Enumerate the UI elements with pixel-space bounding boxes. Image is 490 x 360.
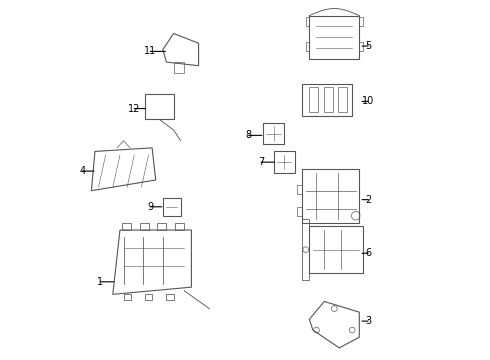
Bar: [306, 42, 309, 51]
Text: 5: 5: [365, 41, 371, 51]
Bar: [306, 18, 309, 26]
Bar: [175, 223, 184, 230]
Bar: [167, 294, 173, 300]
Bar: [140, 223, 148, 230]
Bar: [123, 294, 131, 300]
Bar: [323, 87, 333, 112]
Bar: [145, 294, 152, 300]
Bar: [309, 16, 359, 59]
Text: 2: 2: [365, 195, 371, 204]
Text: 8: 8: [245, 130, 252, 140]
Text: 9: 9: [147, 202, 153, 212]
Text: 6: 6: [365, 248, 371, 258]
Bar: [302, 169, 359, 223]
Bar: [338, 87, 347, 112]
Bar: [309, 87, 318, 112]
Bar: [157, 223, 167, 230]
Text: 3: 3: [365, 316, 371, 326]
Bar: [302, 84, 352, 116]
Bar: [297, 185, 302, 194]
Text: 12: 12: [128, 104, 141, 113]
Bar: [122, 223, 131, 230]
Bar: [173, 62, 184, 73]
Bar: [302, 219, 309, 280]
Text: 7: 7: [258, 157, 264, 167]
Bar: [163, 198, 181, 216]
Bar: [273, 152, 295, 173]
Bar: [263, 123, 284, 144]
Bar: [359, 42, 363, 51]
Bar: [359, 18, 363, 26]
Bar: [297, 207, 302, 216]
Text: 4: 4: [79, 166, 86, 176]
Bar: [309, 226, 363, 273]
Bar: [145, 94, 173, 119]
Text: 11: 11: [144, 46, 156, 57]
Text: 1: 1: [97, 277, 103, 287]
Text: 10: 10: [362, 96, 374, 107]
